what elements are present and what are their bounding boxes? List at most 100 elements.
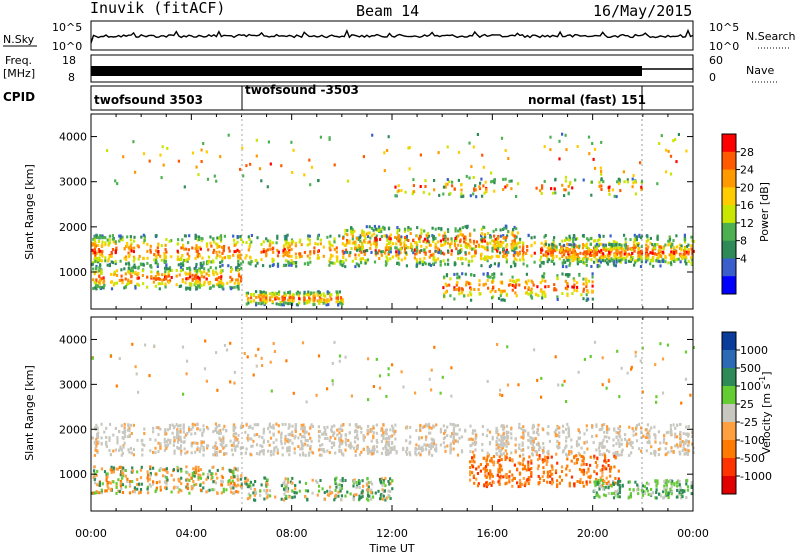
heatmap-cell bbox=[652, 255, 655, 259]
heatmap-cell bbox=[601, 426, 604, 430]
heatmap-cell bbox=[302, 429, 305, 433]
heatmap-cell bbox=[203, 275, 206, 279]
heatmap-cell bbox=[382, 434, 385, 438]
heatmap-cell bbox=[507, 431, 510, 434]
heatmap-cell bbox=[106, 238, 109, 242]
heatmap-cell bbox=[122, 155, 125, 159]
heatmap-cell bbox=[176, 467, 179, 471]
heatmap-cell bbox=[428, 255, 431, 259]
heatmap-cell bbox=[229, 485, 232, 489]
heatmap-cell bbox=[658, 142, 661, 145]
heatmap-cell bbox=[572, 285, 576, 289]
heatmap-cell bbox=[190, 444, 193, 448]
heatmap-cell bbox=[206, 473, 209, 476]
heatmap-cell bbox=[195, 269, 198, 273]
heatmap-cell bbox=[587, 290, 590, 294]
heatmap-cell bbox=[437, 151, 440, 155]
heatmap-cell bbox=[493, 234, 496, 238]
heatmap-cell bbox=[213, 248, 216, 252]
heatmap-cell bbox=[396, 231, 399, 235]
heatmap-cell bbox=[110, 465, 113, 469]
heatmap-cell bbox=[119, 447, 122, 451]
heatmap-cell bbox=[310, 423, 313, 427]
heatmap-cell bbox=[515, 281, 518, 285]
heatmap-cell bbox=[543, 145, 546, 149]
heatmap-cell bbox=[307, 293, 310, 297]
heatmap-cell bbox=[566, 258, 569, 262]
heatmap-cell bbox=[493, 189, 496, 193]
heatmap-cell bbox=[194, 450, 197, 454]
heatmap-cell bbox=[540, 241, 543, 245]
heatmap-cell bbox=[530, 236, 533, 240]
heatmap-cell bbox=[561, 429, 564, 433]
heatmap-cell bbox=[443, 445, 447, 449]
heatmap-cell bbox=[424, 444, 428, 448]
heatmap-cell bbox=[326, 449, 329, 453]
heatmap-cell bbox=[247, 235, 250, 239]
heatmap-cell bbox=[276, 451, 279, 455]
heatmap-cell bbox=[397, 253, 400, 257]
heatmap-cell bbox=[640, 234, 644, 238]
heatmap-cell bbox=[474, 244, 477, 248]
heatmap-cell bbox=[184, 271, 187, 275]
freq-label-2: [MHz] bbox=[3, 67, 35, 80]
heatmap-cell bbox=[567, 250, 570, 254]
heatmap-cell bbox=[272, 258, 275, 262]
heatmap-cell bbox=[128, 263, 131, 267]
heatmap-cell bbox=[497, 262, 500, 266]
heatmap-cell bbox=[548, 439, 551, 443]
heatmap-cell bbox=[593, 249, 596, 253]
heatmap-cell bbox=[415, 241, 418, 245]
heatmap-cell bbox=[212, 271, 215, 275]
heatmap-cell bbox=[349, 446, 352, 450]
heatmap-cell bbox=[114, 448, 117, 452]
heatmap-cell bbox=[122, 445, 125, 449]
heatmap-cell bbox=[683, 233, 686, 237]
heatmap-cell bbox=[421, 263, 424, 267]
heatmap-cell bbox=[285, 488, 288, 492]
heatmap-cell bbox=[372, 232, 375, 236]
heatmap-cell bbox=[656, 182, 659, 186]
heatmap-cell bbox=[304, 438, 307, 442]
heatmap-cell bbox=[387, 480, 390, 483]
heatmap-cell bbox=[308, 158, 311, 162]
heatmap-cell bbox=[96, 469, 99, 473]
heatmap-cell bbox=[640, 260, 643, 264]
heatmap-cell bbox=[411, 192, 414, 196]
heatmap-cell bbox=[677, 133, 680, 136]
heatmap-cell bbox=[673, 248, 676, 252]
heatmap-cell bbox=[229, 270, 233, 273]
heatmap-cell bbox=[159, 446, 162, 450]
heatmap-cell bbox=[529, 289, 532, 293]
station-title: Inuvik (fitACF) bbox=[90, 0, 225, 17]
heatmap-cell bbox=[627, 259, 630, 263]
heatmap-cell bbox=[491, 249, 494, 253]
heatmap-cell bbox=[571, 285, 574, 289]
heatmap-cell bbox=[615, 248, 618, 252]
heatmap-cell bbox=[482, 165, 485, 169]
heatmap-cell bbox=[457, 178, 460, 182]
heatmap-cell bbox=[511, 275, 514, 279]
heatmap-cell bbox=[469, 240, 472, 244]
heatmap-cell bbox=[133, 263, 136, 267]
heatmap-cell bbox=[208, 281, 212, 285]
heatmap-cell bbox=[277, 293, 280, 297]
heatmap-cell bbox=[138, 254, 141, 258]
heatmap-cell bbox=[398, 235, 401, 239]
heatmap-cell bbox=[556, 445, 559, 449]
heatmap-cell bbox=[219, 443, 222, 446]
heatmap-cell bbox=[284, 497, 287, 500]
heatmap-cell bbox=[589, 243, 592, 246]
heatmap-cell bbox=[682, 252, 685, 256]
heatmap-cell bbox=[194, 247, 197, 251]
heatmap-cell bbox=[250, 293, 253, 296]
heatmap-cell bbox=[197, 477, 200, 481]
heatmap-cell bbox=[141, 438, 144, 442]
heatmap-cell bbox=[163, 440, 166, 444]
heatmap-cell bbox=[493, 178, 496, 182]
heatmap-cell bbox=[442, 192, 445, 196]
heatmap-cell bbox=[350, 232, 353, 236]
heatmap-cell bbox=[652, 259, 655, 263]
heatmap-cell bbox=[289, 302, 292, 305]
